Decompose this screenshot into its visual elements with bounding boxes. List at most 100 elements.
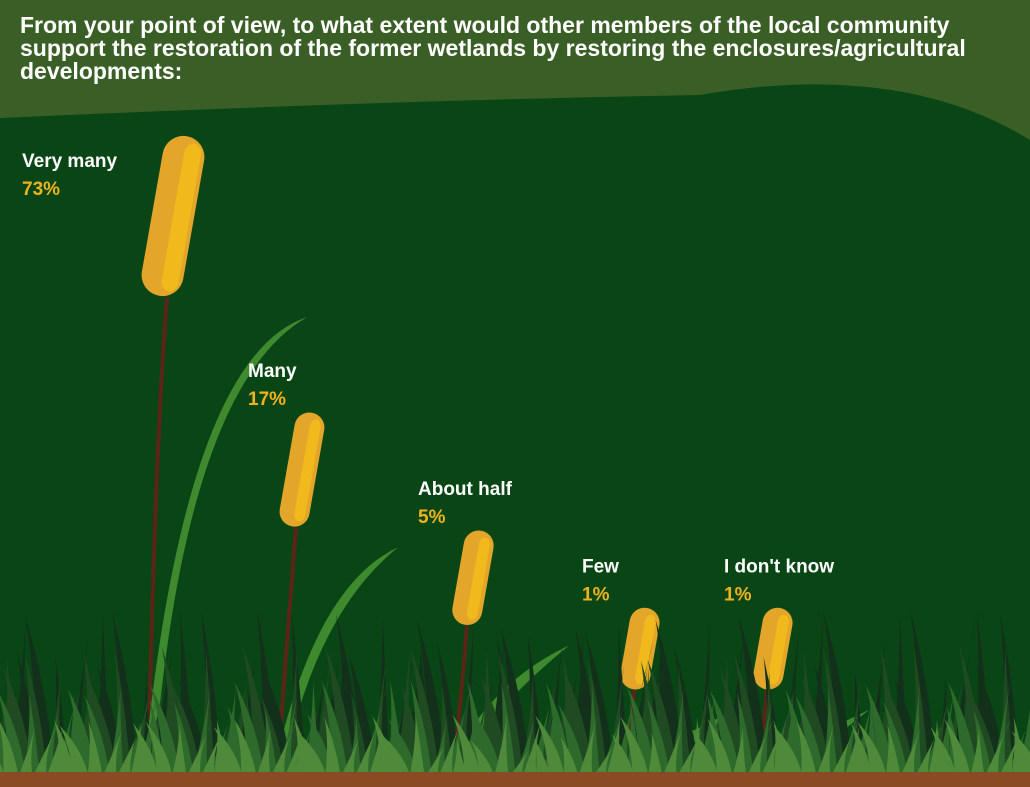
grass-blade bbox=[560, 736, 579, 780]
grass-blade bbox=[883, 701, 908, 780]
grass-blade bbox=[500, 625, 530, 780]
grass-blade bbox=[234, 718, 257, 780]
grass-blade bbox=[213, 719, 229, 780]
grass-blade bbox=[752, 691, 774, 780]
grass-blade bbox=[533, 738, 551, 780]
grass-blade bbox=[857, 721, 887, 780]
grass-blade bbox=[734, 653, 761, 780]
grass-blade bbox=[675, 730, 703, 780]
grass-blade bbox=[899, 720, 924, 780]
grass-blade bbox=[372, 715, 397, 780]
cattail-highlight bbox=[635, 614, 656, 685]
value-label: 1% bbox=[724, 584, 752, 605]
grass-blade bbox=[423, 737, 450, 780]
grass-blade bbox=[3, 668, 34, 780]
grass-blade bbox=[647, 659, 677, 780]
grass-blade bbox=[851, 723, 873, 780]
grass-blade bbox=[885, 686, 915, 780]
grass-blade bbox=[213, 726, 243, 780]
grass-blade bbox=[437, 715, 464, 780]
grass-blade bbox=[54, 719, 75, 780]
grass-blade bbox=[773, 725, 803, 780]
grass-blade bbox=[437, 642, 460, 780]
cattail-highlight bbox=[466, 537, 490, 620]
grass-blade bbox=[647, 732, 663, 780]
grass-blade bbox=[430, 716, 448, 780]
grass-blade bbox=[626, 685, 656, 780]
category-label: Very many bbox=[22, 151, 117, 172]
chart-title: From your point of view, to what extent … bbox=[20, 12, 966, 84]
category-label: Few bbox=[582, 556, 619, 577]
grass-blade bbox=[585, 634, 614, 780]
grass-blade bbox=[920, 704, 950, 780]
grass-blade bbox=[38, 691, 65, 780]
grass-blade bbox=[0, 695, 26, 780]
grass-blade bbox=[493, 715, 509, 780]
grass-blade bbox=[913, 725, 942, 780]
cattail-highlight bbox=[768, 614, 789, 685]
grass-blade bbox=[745, 719, 775, 780]
grass-blade bbox=[801, 676, 831, 780]
value-label: 1% bbox=[582, 584, 610, 605]
grass-blade bbox=[605, 715, 621, 780]
grass-blade bbox=[409, 715, 425, 780]
grass-blade bbox=[145, 721, 173, 780]
grass-blade bbox=[944, 718, 971, 780]
grass-blade bbox=[410, 647, 439, 780]
grass-blade bbox=[321, 680, 348, 780]
grass-blade bbox=[382, 735, 411, 780]
grass-blade bbox=[242, 645, 271, 780]
grass-blade bbox=[759, 726, 783, 780]
grass-blade bbox=[577, 715, 598, 780]
grass-blade bbox=[843, 722, 861, 780]
grass-blade bbox=[416, 618, 446, 780]
grass-blade bbox=[31, 719, 61, 780]
grass-blade bbox=[297, 731, 327, 780]
grass-blade bbox=[59, 725, 89, 780]
grass-blade bbox=[731, 727, 747, 780]
grass-blade bbox=[969, 728, 985, 780]
value-label: 73% bbox=[22, 179, 60, 200]
grass-blade bbox=[283, 645, 299, 780]
grass-blade bbox=[514, 709, 538, 780]
grass-blade bbox=[185, 720, 213, 780]
grass-blade bbox=[815, 723, 834, 780]
grass-blade bbox=[132, 723, 159, 780]
grass-blade bbox=[115, 721, 144, 780]
grass-blade bbox=[563, 667, 593, 780]
grass-blade bbox=[367, 734, 383, 780]
grass-blade bbox=[255, 728, 271, 780]
grass-blade bbox=[297, 698, 327, 780]
grass-blade bbox=[276, 681, 301, 780]
grass-blade bbox=[661, 716, 687, 780]
grass-blade bbox=[521, 715, 543, 780]
grass-blade bbox=[444, 680, 474, 780]
grass-blade bbox=[971, 696, 999, 780]
grass-blade bbox=[84, 695, 110, 780]
grass-blade bbox=[59, 652, 89, 780]
grass-blade bbox=[865, 684, 894, 780]
grass-blade bbox=[339, 732, 362, 780]
soil bbox=[0, 772, 1030, 787]
grass-blade bbox=[388, 719, 418, 780]
grass-blade bbox=[452, 715, 481, 780]
cattail-highlight bbox=[161, 143, 202, 292]
grass-blade bbox=[857, 647, 887, 780]
grass-blade bbox=[927, 719, 943, 780]
grass-blade bbox=[535, 715, 565, 780]
grass-blade bbox=[619, 658, 649, 780]
grass-blade bbox=[611, 733, 635, 780]
grass-blade bbox=[556, 629, 586, 780]
grass-blade bbox=[472, 639, 502, 780]
grass-blade bbox=[682, 696, 712, 780]
grass-blade bbox=[689, 717, 705, 780]
grass-blade bbox=[87, 720, 103, 780]
grass-blade bbox=[381, 688, 411, 780]
leaf bbox=[143, 317, 308, 780]
grass-blade bbox=[283, 729, 303, 780]
cattail bbox=[141, 135, 308, 781]
grass-blade bbox=[910, 610, 936, 780]
